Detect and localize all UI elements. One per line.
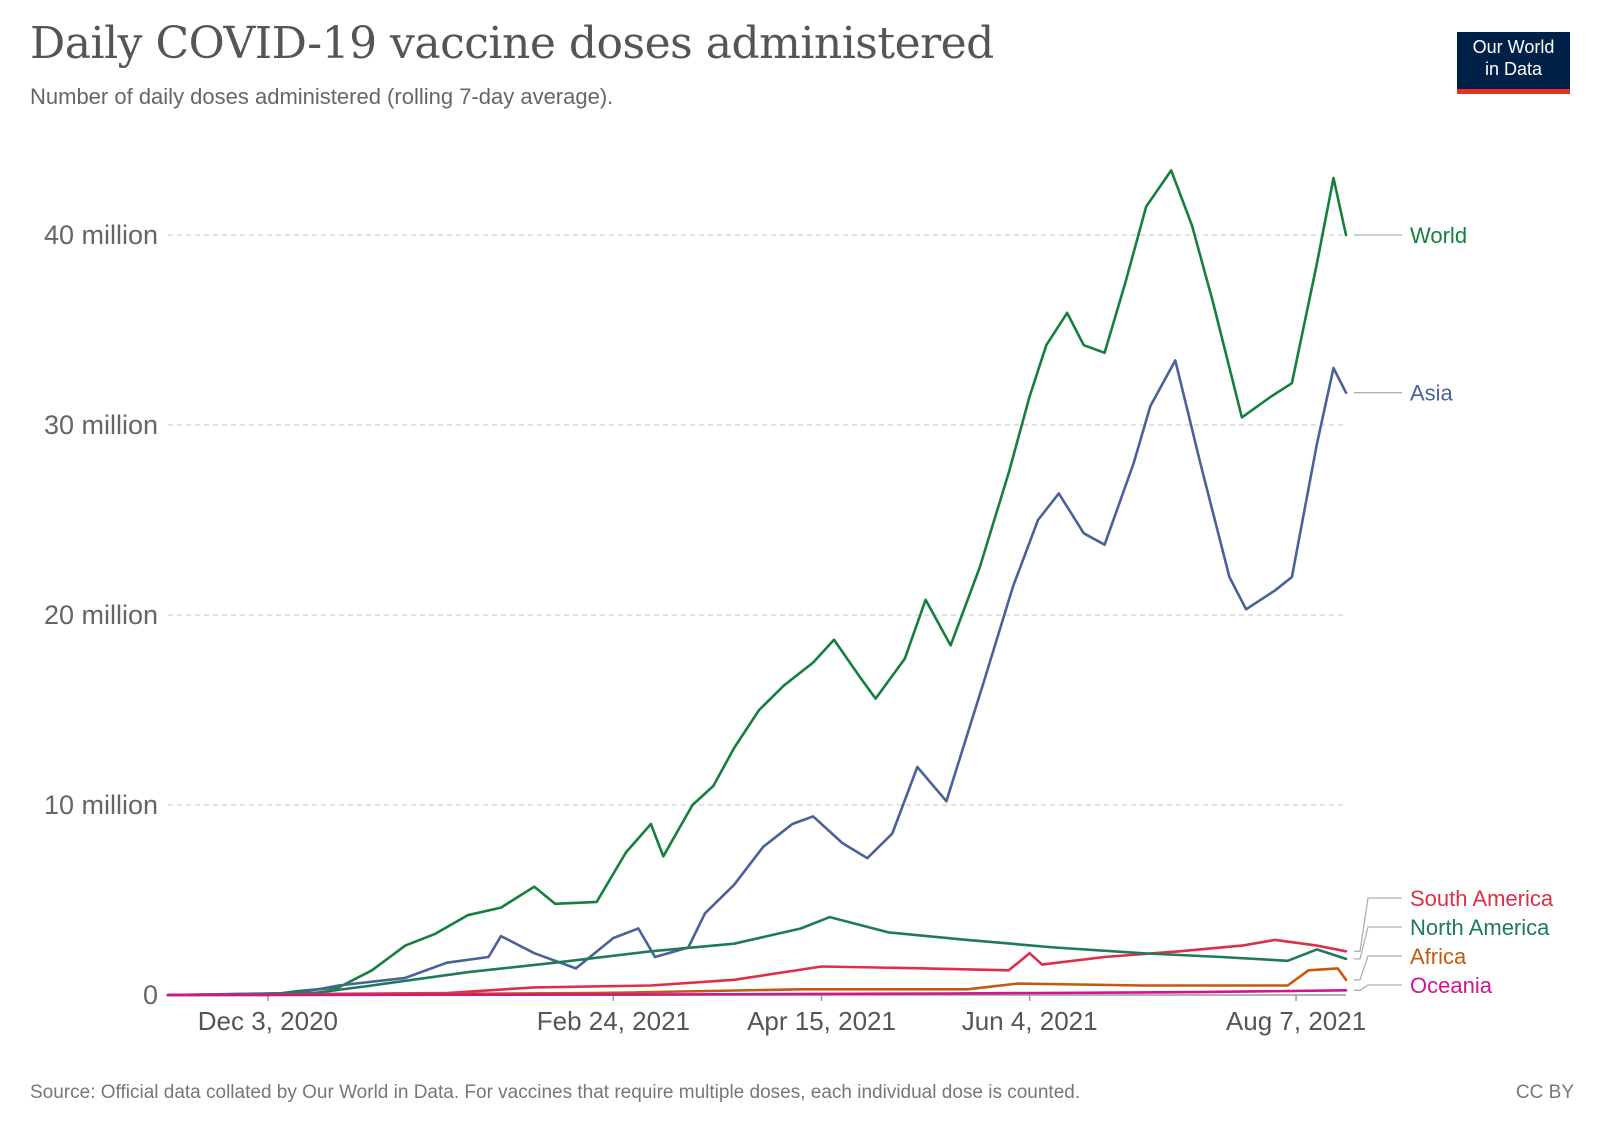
series-line-north-america xyxy=(166,915,1348,997)
series-line-oceania xyxy=(166,989,1348,997)
chart-title: Daily COVID-19 vaccine doses administere… xyxy=(30,18,994,69)
x-tick-label: Jun 4, 2021 xyxy=(962,1006,1098,1036)
y-tick-label: 30 million xyxy=(44,410,158,440)
series-label-oceania: Oceania xyxy=(1410,973,1493,998)
y-tick-label: 10 million xyxy=(44,790,158,820)
connector-oceania xyxy=(1354,984,1402,991)
series-line-asia xyxy=(166,359,1348,997)
owid-logo[interactable]: Our World in Data xyxy=(1457,32,1570,94)
license-label[interactable]: CC BY xyxy=(1515,1082,1574,1103)
series-line-africa xyxy=(166,967,1348,997)
series-label-asia: Asia xyxy=(1410,381,1454,406)
series-line-south-america xyxy=(166,938,1348,997)
y-tick-label: 40 million xyxy=(44,220,158,250)
series-label-north-america: North America xyxy=(1410,915,1550,940)
y-tick-label: 0 xyxy=(143,980,158,1010)
series-label-africa: Africa xyxy=(1410,944,1467,969)
x-tick-label: Apr 15, 2021 xyxy=(747,1006,896,1036)
series-label-south-america: South America xyxy=(1410,886,1554,911)
chart-subtitle: Number of daily doses administered (roll… xyxy=(30,84,614,109)
logo-line-1: Our World xyxy=(1472,37,1555,57)
series-label-world: World xyxy=(1410,223,1467,248)
y-tick-label: 20 million xyxy=(44,600,158,630)
logo-line-2: in Data xyxy=(1484,59,1543,79)
x-tick-label: Feb 24, 2021 xyxy=(537,1006,690,1036)
x-tick-label: Dec 3, 2020 xyxy=(198,1006,338,1036)
source-note[interactable]: Source: Official data collated by Our Wo… xyxy=(30,1082,1081,1103)
connector-south-america xyxy=(1354,897,1402,952)
series-line-world xyxy=(166,169,1348,997)
x-tick-label: Aug 7, 2021 xyxy=(1226,1006,1366,1036)
connector-africa xyxy=(1354,955,1402,981)
connector-north-america xyxy=(1354,926,1402,960)
